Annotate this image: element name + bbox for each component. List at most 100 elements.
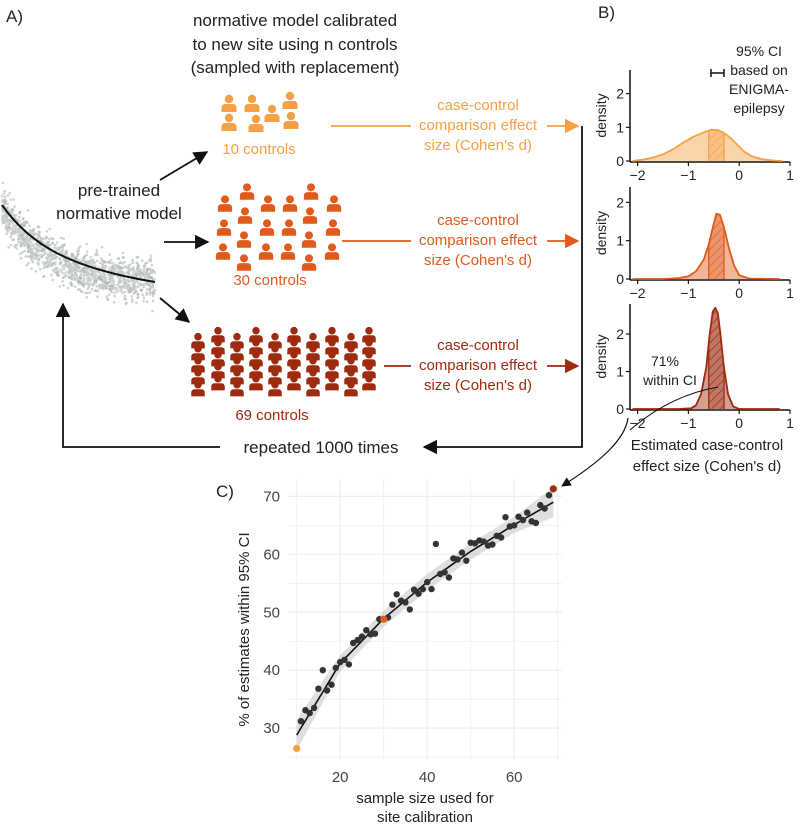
scatter-point — [406, 606, 413, 613]
effect-10-line-2: comparison effect — [419, 117, 538, 134]
scatter-point — [424, 578, 431, 586]
density-x-tick-label: −2 — [630, 285, 646, 301]
x-axis-label-line-1: sample size used for — [356, 790, 494, 807]
density-y-label: density — [593, 93, 609, 137]
scatter-point — [341, 656, 348, 663]
density-x-tick-label: −1 — [680, 285, 696, 301]
effect-10-bg — [411, 95, 547, 155]
scatter-point — [328, 681, 335, 688]
density-area — [632, 129, 783, 161]
repeated-label: repeated 1000 times — [244, 438, 399, 457]
density-y-tick-label: 1 — [616, 119, 624, 135]
people-group-69 — [191, 326, 376, 397]
highlight-point — [380, 615, 388, 623]
density-x-tick-label: −1 — [680, 167, 696, 183]
scatter-point — [441, 569, 448, 576]
scatter-point — [511, 522, 518, 529]
density-area — [632, 307, 780, 409]
scatter-point — [419, 585, 426, 593]
scatter-point — [415, 590, 422, 597]
y-axis-label: % of estimates within 95% CI — [236, 532, 253, 726]
density-x-tick-label: 1 — [786, 167, 794, 183]
density-x-tick-label: 0 — [735, 167, 743, 183]
scatter-point — [445, 574, 453, 581]
x-tick-label: 40 — [419, 769, 436, 786]
group-10-label: 10 controls — [222, 141, 295, 158]
effect-30-line-2: comparison effect — [419, 232, 538, 249]
y-tick-label: 60 — [263, 546, 280, 563]
ci-legend-line-3: ENIGMA- — [729, 81, 789, 97]
group-30-label: 30 controls — [233, 272, 306, 289]
highlight-point — [549, 485, 557, 493]
scatter-point — [310, 704, 318, 712]
density-y-tick-label: 2 — [616, 194, 624, 210]
scatter-point — [393, 591, 400, 598]
people-group-10 — [221, 91, 299, 132]
arrow-to-group-69 — [159, 297, 191, 323]
group-69-label: 69 controls — [235, 407, 308, 424]
effect-69-line-1: case-control — [437, 337, 519, 354]
scatter-point — [541, 505, 548, 512]
pretrained-line-2: normative model — [56, 204, 182, 223]
scatter-point — [345, 661, 353, 668]
loop-return-arrow — [55, 302, 220, 448]
scatter-point — [428, 585, 435, 593]
density-y-tick-label: 0 — [616, 401, 624, 417]
b-xlabel-line-1: Estimated case-control — [631, 437, 784, 454]
effect-10-line-1: case-control — [437, 97, 519, 114]
effect-30-line-3: size (Cohen's d) — [424, 252, 532, 269]
scatter-point — [519, 516, 527, 524]
density-y-label: density — [593, 334, 609, 378]
density-y-tick-label: 2 — [616, 86, 624, 102]
scatter-point — [402, 599, 409, 606]
density-y-label: density — [593, 211, 609, 255]
fit-line — [296, 501, 554, 736]
within-ci-line-1: 71% — [651, 353, 679, 369]
arrow-to-group-10 — [159, 151, 209, 181]
effect-30-line-1: case-control — [437, 212, 519, 229]
scatter-point — [358, 633, 366, 640]
x-tick-label: 20 — [332, 769, 349, 786]
ci-hatch — [708, 129, 724, 161]
people-group-30 — [215, 183, 342, 271]
density-y-tick-label: 2 — [616, 326, 624, 342]
density-y-tick-label: 0 — [616, 271, 624, 287]
b-xlabel-line-2: effect size (Cohen's d) — [633, 458, 782, 475]
density-x-tick-label: 1 — [786, 415, 794, 431]
panel-label-c: C) — [216, 482, 234, 501]
normative-model-curve — [1, 204, 156, 283]
scatter-point — [432, 540, 440, 548]
x-axis-label-line-2: site calibration — [377, 809, 473, 826]
scatter-plot: 20 40 60 30 40 50 60 70 sample size used for site… — [236, 479, 562, 826]
effect-30-bg — [411, 210, 547, 270]
header-line-1: normative model calibrated — [193, 11, 397, 30]
y-tick-label: 30 — [263, 720, 280, 737]
header-line-2: to new site using n controls — [192, 35, 397, 54]
scatter-point — [354, 636, 361, 644]
scatter-point — [480, 538, 487, 545]
pretrained-label-bg — [50, 176, 188, 226]
density-line — [632, 128, 783, 162]
scatter-point — [389, 601, 396, 608]
effect-10-line-3: size (Cohen's d) — [424, 137, 532, 154]
scatter-point — [332, 664, 339, 672]
scatter-point — [297, 718, 305, 725]
density-y-tick-label: 1 — [616, 233, 624, 249]
ci-legend-bar — [710, 69, 725, 77]
scatter-point — [315, 685, 322, 692]
scatter-point — [537, 501, 544, 509]
density-y-tick-label: 1 — [616, 364, 624, 380]
ci-legend-line-1: 95% CI — [736, 43, 782, 59]
header-line-3: (sampled with replacement) — [191, 58, 400, 77]
scatter-point — [306, 709, 313, 717]
pretrained-line-1: pre-trained — [78, 181, 160, 200]
scatter-point — [319, 667, 326, 674]
scatter-point — [363, 627, 370, 634]
scatter-point — [454, 556, 461, 563]
loop-connector — [422, 126, 583, 455]
within-ci-line-2: within CI — [642, 372, 697, 388]
density-plot-30: 0 1 2 −2 −1 0 1 density — [593, 187, 794, 301]
density-line — [632, 212, 780, 280]
